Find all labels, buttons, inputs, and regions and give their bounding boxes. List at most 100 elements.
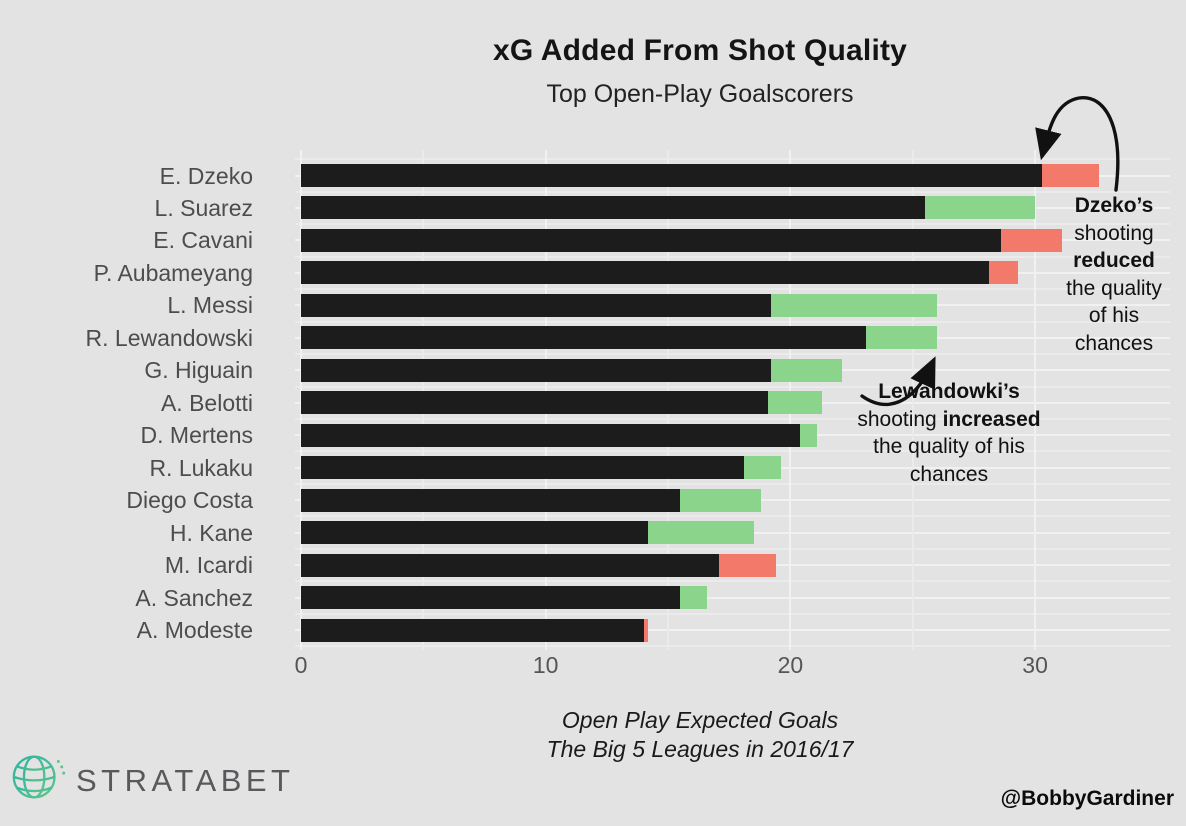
bar-row <box>301 391 823 415</box>
h-gridline-minor <box>295 320 1170 323</box>
annotation-line: the quality of his <box>873 435 1025 458</box>
h-gridline-minor <box>295 418 1170 421</box>
bar-base-segment <box>301 456 744 480</box>
bar-base-segment <box>301 164 1043 187</box>
h-gridline-minor <box>295 190 1170 193</box>
bar-base-segment <box>301 358 771 382</box>
annotation-dzeko: Dzeko’s shooting reduced the quality of his c… <box>1042 192 1186 357</box>
player-label: A. Belotti <box>160 389 253 416</box>
x-tick-label: 30 <box>1022 652 1048 678</box>
annotation-line: Lewandowki’s <box>878 380 1020 403</box>
player-label: Diego Costa <box>126 487 253 514</box>
player-label: L. Messi <box>167 292 253 319</box>
annotation-line: of his <box>1088 304 1140 327</box>
annotation-line: shooting <box>1074 221 1154 245</box>
h-gridline-minor <box>295 385 1170 388</box>
bar-base-segment <box>301 521 649 545</box>
bar-row <box>301 261 1018 285</box>
x-tick-label: 10 <box>532 652 559 678</box>
h-gridline-minor <box>295 515 1170 518</box>
v-gridline-major <box>1034 150 1037 650</box>
y-axis-labels: E. Dzeko L. Suarez E. Cavani P. Aubameyang L… <box>0 150 253 650</box>
bar-base-segment <box>301 326 867 350</box>
bar-delta-segment <box>680 488 762 512</box>
bar-base-segment <box>301 228 1001 252</box>
bar-delta-segment <box>768 391 823 415</box>
bar-row <box>301 228 1062 252</box>
h-gridline-minor <box>295 612 1170 615</box>
chart-subtitle: Top Open-Play Goalscorers <box>546 80 854 108</box>
x-tick-label: 0 <box>294 652 308 678</box>
player-label: G. Higuain <box>144 357 253 384</box>
h-gridline-minor <box>295 353 1170 356</box>
player-label: H. Kane <box>169 519 253 546</box>
chart-header: xG Added From Shot Quality Top Open-Play… <box>214 34 1186 109</box>
player-label: R. Lukaku <box>149 454 253 481</box>
annotation-line: chances <box>1074 331 1154 355</box>
bar-delta-segment <box>643 618 649 642</box>
bar-delta-segment <box>924 196 1036 220</box>
annotation-line: Dzeko’s <box>1074 194 1154 217</box>
bar-base-segment <box>301 261 989 285</box>
player-label: E. Cavani <box>153 227 253 254</box>
bar-base-segment <box>301 293 771 317</box>
h-gridline-minor <box>295 158 1170 161</box>
bar-delta-segment <box>988 261 1018 285</box>
bar-row <box>301 456 781 480</box>
annotation-line: chances <box>909 462 989 486</box>
bar-row <box>301 293 938 317</box>
bar-delta-segment <box>719 553 776 577</box>
player-label: M. Icardi <box>164 552 253 579</box>
bar-row <box>301 553 776 577</box>
bar-row <box>301 196 1036 220</box>
bar-row <box>301 423 818 447</box>
bar-base-segment <box>301 488 681 512</box>
annotation-line: shooting increased <box>857 407 1041 431</box>
bar-base-segment <box>301 553 720 577</box>
h-gridline-minor <box>295 547 1170 550</box>
credit-handle: @BobbyGardiner <box>1000 787 1174 810</box>
chart-title: xG Added From Shot Quality <box>492 34 908 67</box>
player-label: A. Sanchez <box>135 584 253 611</box>
annotation-line: the quality <box>1066 276 1162 300</box>
brand-wordmark: STRATABET <box>76 763 295 798</box>
bar-delta-segment <box>866 326 938 350</box>
bar-row <box>301 164 1099 187</box>
bar-delta-segment <box>1042 164 1099 187</box>
player-label: A. Modeste <box>136 617 253 644</box>
bar-row <box>301 488 762 512</box>
globe-icon <box>12 755 66 799</box>
bar-base-segment <box>301 196 925 220</box>
bar-delta-segment <box>680 586 708 610</box>
bar-base-segment <box>301 618 644 642</box>
bar-delta-segment <box>770 358 842 382</box>
bar-row <box>301 618 649 642</box>
h-gridline-minor <box>295 645 1170 648</box>
bar-base-segment <box>301 391 769 415</box>
bar-delta-segment <box>770 293 938 317</box>
caption-line-2: The Big 5 Leagues in 2016/17 <box>546 736 854 762</box>
bar-base-segment <box>301 423 801 447</box>
h-gridline-major <box>295 629 1170 632</box>
h-gridline-minor <box>295 482 1170 485</box>
bar-row <box>301 326 938 350</box>
bar-base-segment <box>301 586 681 610</box>
bar-row <box>301 521 754 545</box>
h-gridline-minor <box>295 580 1170 583</box>
player-label: L. Suarez <box>154 194 253 221</box>
bar-row <box>301 358 842 382</box>
h-gridline-minor <box>295 223 1170 226</box>
player-label: D. Mertens <box>140 422 253 449</box>
h-gridline-major <box>295 596 1170 599</box>
bar-delta-segment <box>743 456 781 480</box>
h-gridline-minor <box>295 288 1170 291</box>
bar-delta-segment <box>800 423 818 447</box>
bar-delta-segment <box>648 521 754 545</box>
bar-row <box>301 586 708 610</box>
player-label: E. Dzeko <box>159 162 253 189</box>
annotation-lewandowski: Lewandowki’s shooting increased the qualit… <box>828 378 1070 488</box>
h-gridline-minor <box>295 255 1170 258</box>
h-gridline-minor <box>295 450 1170 453</box>
player-label: P. Aubameyang <box>93 259 253 286</box>
bar-delta-segment <box>1000 228 1062 252</box>
